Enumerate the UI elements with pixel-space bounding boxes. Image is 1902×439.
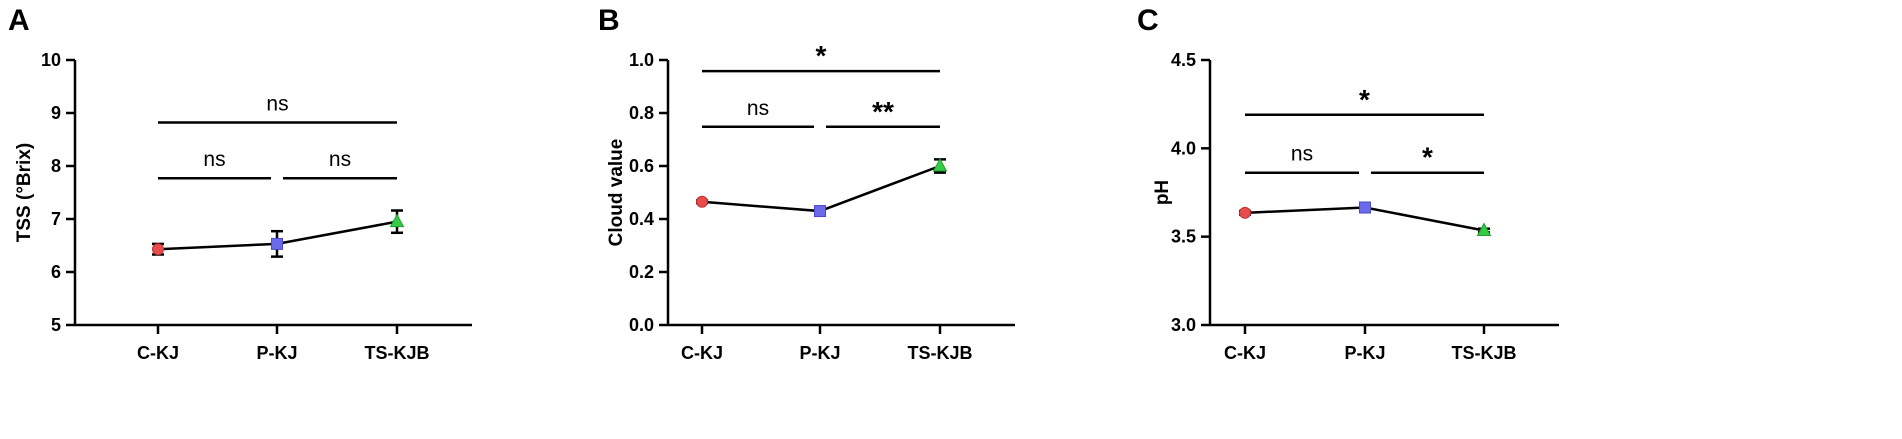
y-tick-label: 4.5: [1171, 50, 1196, 70]
panel-a: A 5 6 7 8 9 10 TSS (°Brix) C-KJ P-KJ TS-KJB ns ns ns: [8, 4, 472, 363]
x-tick-label: P-KJ: [1344, 343, 1385, 363]
data-point: [932, 157, 948, 172]
panel-c: C 3.0 3.5 4.0 4.5 pH C-KJ P-KJ TS-KJB * ns *: [1137, 4, 1559, 363]
significance-label: *: [816, 40, 827, 71]
panel-letter: A: [8, 4, 30, 37]
y-tick-label: 3.0: [1171, 315, 1196, 335]
y-tick-label: 0.0: [629, 315, 654, 335]
data-point: [814, 205, 826, 218]
y-tick-label: 4.0: [1171, 138, 1196, 158]
x-tick-label: P-KJ: [799, 343, 840, 363]
y-tick-label: 1.0: [629, 50, 654, 70]
data-point: [152, 243, 164, 256]
data-point: [1359, 201, 1371, 214]
data-point: [1476, 222, 1492, 236]
panel-b: B 0.0 0.2 0.4 0.6 0.8 1.0 Cloud value C-KJ P-KJ TS…: [598, 4, 1015, 363]
x-tick-label: C-KJ: [681, 343, 723, 363]
significance-label: **: [872, 96, 894, 127]
panel-letter: B: [598, 4, 620, 37]
data-point: [1239, 206, 1251, 219]
y-tick-label: 7: [51, 209, 61, 229]
y-tick-label: 9: [51, 103, 61, 123]
significance-label: *: [1359, 84, 1370, 115]
x-tick-label: C-KJ: [137, 343, 179, 363]
significance-label: ns: [1291, 143, 1313, 166]
y-tick-label: 0.4: [629, 209, 654, 229]
y-tick-label: 6: [51, 262, 61, 282]
data-point: [696, 195, 708, 208]
y-axis-title: Cloud value: [606, 139, 627, 247]
data-point: [271, 237, 283, 250]
y-tick-label: 3.5: [1171, 227, 1196, 247]
significance-label: ns: [747, 97, 769, 120]
y-tick-label: 8: [51, 156, 61, 176]
y-tick-label: 0.6: [629, 156, 654, 176]
y-axis-title: TSS (°Brix): [14, 143, 35, 242]
x-tick-label: TS-KJB: [364, 343, 429, 363]
y-tick-label: 10: [41, 50, 61, 70]
series-line: [701, 164, 941, 213]
significance-label: ns: [329, 148, 351, 171]
y-tick-label: 5: [51, 315, 61, 335]
x-tick-label: TS-KJB: [1451, 343, 1516, 363]
data-point: [389, 213, 405, 228]
significance-label: ns: [266, 93, 288, 116]
significance-label: *: [1422, 142, 1433, 173]
panel-letter: C: [1137, 4, 1159, 37]
significance-label: ns: [203, 148, 225, 171]
y-tick-label: 0.8: [629, 103, 654, 123]
x-tick-label: TS-KJB: [907, 343, 972, 363]
x-tick-label: P-KJ: [256, 343, 297, 363]
y-tick-label: 0.2: [629, 262, 654, 282]
y-axis-title: pH: [1152, 180, 1173, 205]
x-tick-label: C-KJ: [1224, 343, 1266, 363]
